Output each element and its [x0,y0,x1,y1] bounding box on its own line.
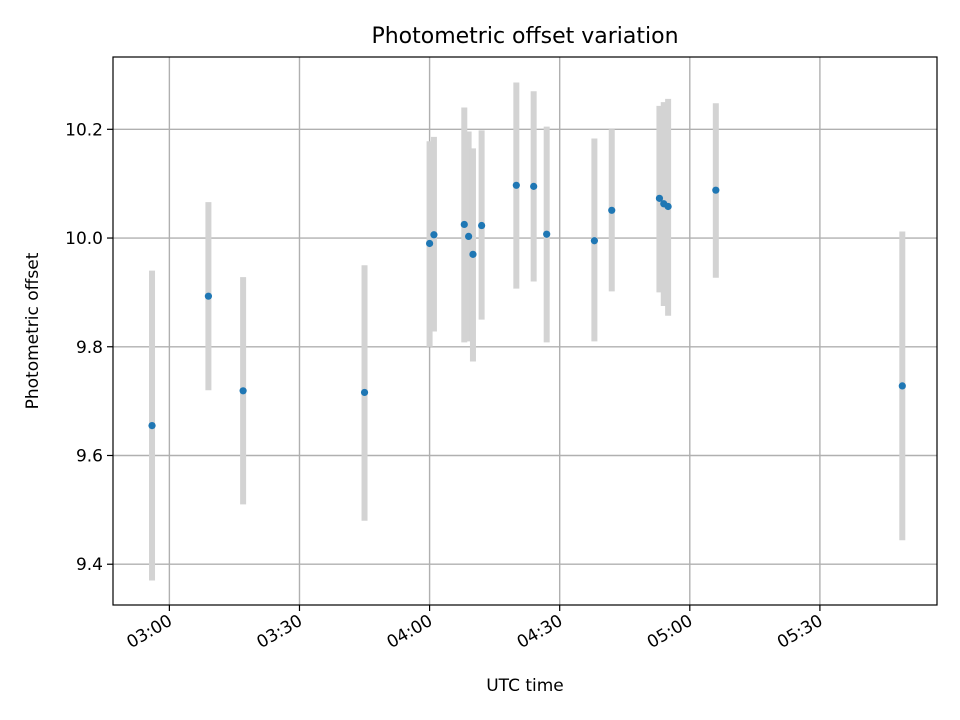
data-point [530,182,538,190]
y-tick-label: 10.2 [65,120,103,140]
data-point [425,239,434,248]
x-axis-label: UTC time [486,676,564,696]
y-tick-label: 9.6 [76,446,103,466]
data-point [465,232,473,241]
y-tick-label: 9.4 [76,555,103,575]
data-point [512,181,520,189]
data-point [239,387,247,395]
y-tick-label: 9.8 [76,338,103,358]
data-point [204,292,213,300]
data-point [590,237,598,245]
data-point [898,382,906,390]
chart-title: Photometric offset variation [371,24,678,49]
data-point [469,250,477,258]
data-point [460,220,468,229]
data-point [664,202,672,211]
plot-frame [112,56,938,606]
data-points [148,181,906,430]
data-point [655,194,664,202]
y-axis-label: Photometric offset [23,252,43,409]
y-tick-label: 10.0 [65,229,103,249]
data-point [608,206,616,214]
data-point [712,186,720,194]
data-point [478,221,486,230]
data-point [543,230,551,238]
data-point [360,388,369,397]
data-point [430,231,438,239]
data-point [148,421,156,430]
